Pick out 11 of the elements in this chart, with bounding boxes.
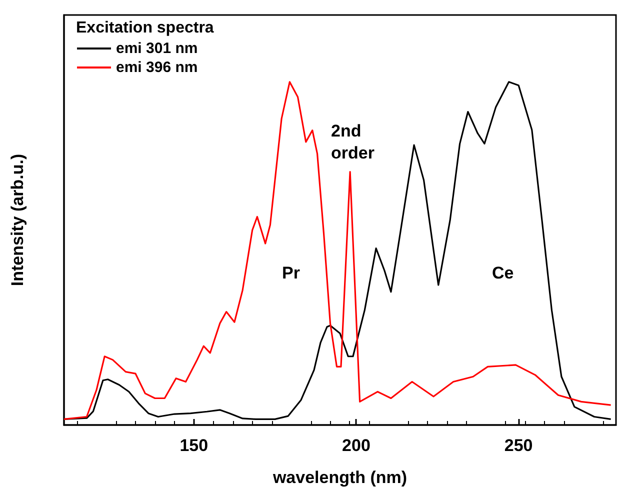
annotation: Pr	[282, 264, 300, 282]
legend-label: emi 301 nm	[116, 40, 198, 57]
x-tick-label: 250	[504, 436, 533, 455]
legend-label: emi 396 nm	[116, 59, 198, 76]
x-tick-label: 200	[342, 436, 370, 455]
annotation: Ce	[492, 264, 514, 282]
x-tick-label: 150	[180, 436, 208, 455]
y-axis-title: Intensity (arb.u.)	[8, 154, 27, 286]
annotation: 2nd order	[331, 122, 375, 162]
x-axis-title: wavelength (nm)	[272, 468, 408, 487]
legend-title: Excitation spectra	[76, 20, 214, 36]
